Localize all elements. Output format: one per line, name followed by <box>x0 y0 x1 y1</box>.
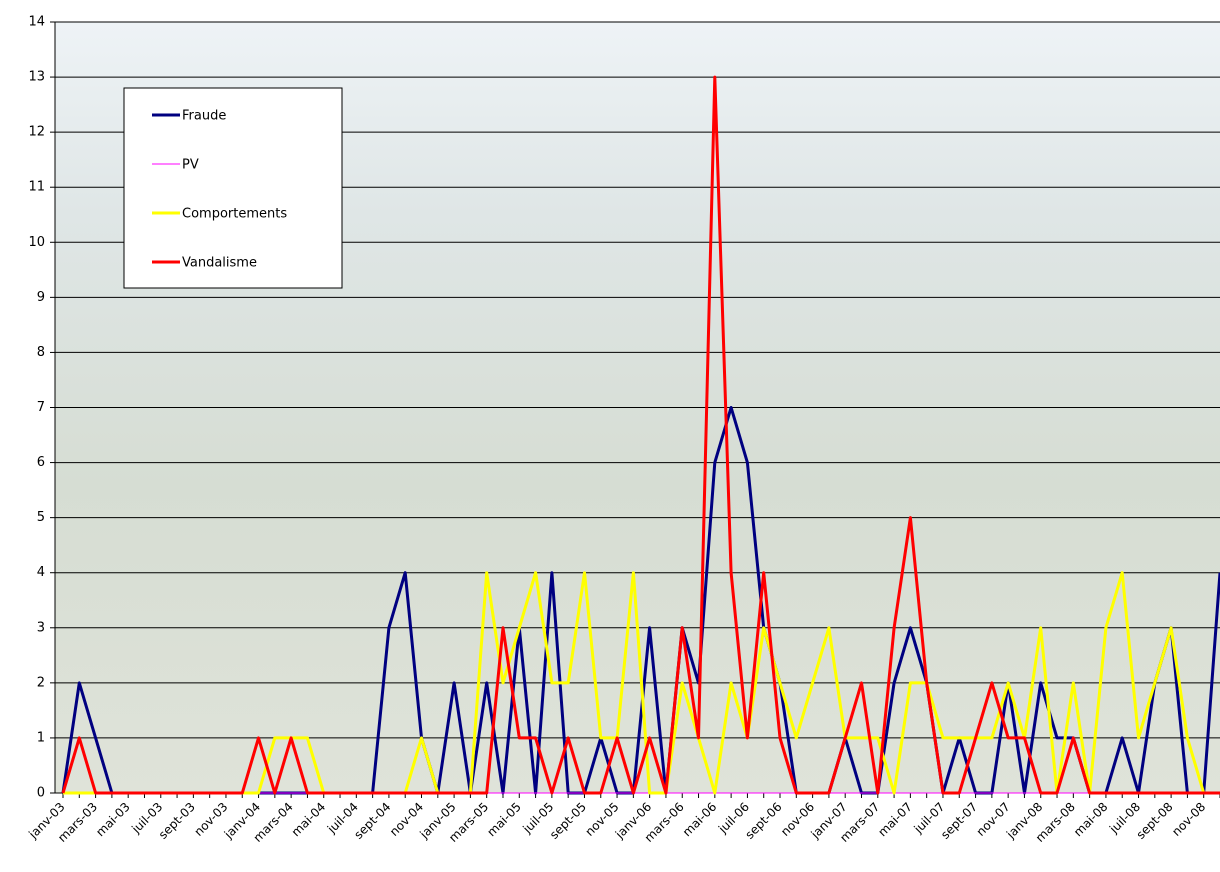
y-tick-label: 6 <box>37 455 45 470</box>
y-tick-label: 3 <box>37 620 45 635</box>
series-line <box>63 571 1220 795</box>
legend-label: PV <box>182 158 199 173</box>
legend: Fraude PV Comportements Vandalisme <box>123 87 343 289</box>
y-tick-label: 7 <box>37 400 45 415</box>
y-tick-label: 2 <box>37 675 45 690</box>
y-tick-label: 9 <box>37 290 45 305</box>
legend-label: Comportements <box>182 207 287 222</box>
legend-label: Vandalisme <box>182 256 257 271</box>
y-tick-label: 8 <box>37 345 45 360</box>
y-tick-label: 1 <box>37 730 45 745</box>
y-tick-label: 12 <box>28 125 45 140</box>
y-tick-label: 14 <box>28 15 45 30</box>
y-tick-label: 13 <box>28 70 45 85</box>
y-tick-label: 11 <box>28 180 45 195</box>
legend-box <box>123 87 343 289</box>
y-tick-label: 5 <box>37 510 45 525</box>
legend-label: Fraude <box>182 109 226 124</box>
y-tick-label: 0 <box>37 786 45 801</box>
y-tick-label: 4 <box>37 565 45 580</box>
y-tick-label: 10 <box>28 235 45 250</box>
series-line <box>61 75 1220 795</box>
